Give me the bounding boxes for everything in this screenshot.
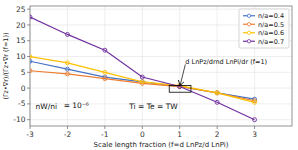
data-point: [30, 69, 32, 73]
tick-label: 15: [16, 36, 26, 45]
tick-label: 0: [21, 84, 26, 93]
tick-label: 1: [177, 130, 182, 139]
annotation-box: [169, 86, 191, 93]
legend-marker: [247, 31, 250, 34]
tick: [27, 56, 30, 57]
tick-label: -3: [26, 130, 34, 139]
data-point: [65, 61, 69, 65]
plot-area: [30, 15, 257, 122]
data-point: [30, 55, 32, 59]
tick-label: 0: [140, 130, 145, 139]
tick: [27, 119, 30, 120]
data-point: [215, 91, 219, 95]
data-point: [103, 70, 107, 74]
data-point: [215, 100, 219, 104]
axes: -3-2-10123-10-50510152025: [13, 5, 292, 139]
data-point: [103, 48, 107, 52]
series-line: [30, 17, 255, 120]
legend-marker: [247, 23, 250, 26]
tick: [27, 9, 30, 10]
tick-label: 25: [16, 5, 26, 14]
data-point: [103, 77, 107, 81]
grid-line: [30, 88, 292, 89]
data-point: [140, 80, 144, 84]
tick-label: -5: [18, 99, 26, 108]
data-point: [30, 15, 32, 19]
grid: [30, 6, 292, 126]
grid-line: [30, 56, 292, 57]
x-axis-label: Scale length fraction (f=d LnPz/d LnPi): [94, 141, 229, 149]
legend-marker: [247, 40, 250, 43]
annotation-text: Ti = Te = TW: [128, 102, 178, 111]
data-point: [65, 72, 69, 76]
legend-label: n/a=0.7: [258, 38, 284, 46]
data-point: [253, 100, 257, 104]
grid-line: [104, 6, 105, 126]
data-point: [140, 75, 144, 79]
legend-label: n/a=0.4: [258, 12, 284, 20]
data-point: [65, 67, 69, 71]
legend-frame: [239, 9, 289, 48]
annotation-text: d LnPz/drnd LnPi/dr (f=1): [185, 58, 267, 66]
chart: -3-2-10123-10-50510152025Scale length fr…: [0, 0, 298, 150]
tick: [27, 103, 30, 104]
legend-label: n/a=0.6: [258, 29, 284, 37]
series-line: [30, 71, 255, 101]
grid-line: [179, 6, 180, 126]
tick: [27, 88, 30, 89]
tick-label: -1: [101, 130, 109, 139]
annotation-text: = 10⁻⁶: [64, 101, 89, 110]
tick-label: 5: [21, 68, 26, 77]
legend-marker: [247, 14, 250, 17]
tick: [27, 24, 30, 25]
legend-label: n/a=0.5: [258, 21, 284, 29]
data-point: [65, 32, 69, 36]
y-axis-label: (Γz•∇r)/(Γz•∇r (f=1)): [2, 32, 10, 99]
legend: n/a=0.4n/a=0.5n/a=0.6n/a=0.7: [239, 9, 289, 48]
tick-label: -10: [13, 115, 25, 124]
tick-label: 20: [16, 21, 26, 30]
tick-label: 2: [215, 130, 220, 139]
data-point: [253, 118, 257, 122]
tick: [27, 72, 30, 73]
tick-label: 10: [16, 52, 26, 61]
tick-label: -2: [64, 130, 72, 139]
tick: [27, 40, 30, 41]
data-point: [178, 85, 182, 89]
annotation-arrow: [180, 64, 185, 85]
plot-frame: [30, 6, 292, 126]
data-point: [30, 59, 32, 63]
annotations: d LnPz/drnd LnPi/dr (f=1) nW/ni = 10⁻⁶ Ti =…: [36, 58, 267, 110]
tick-label: 3: [252, 130, 257, 139]
annotation-text: nW/ni: [36, 102, 58, 111]
